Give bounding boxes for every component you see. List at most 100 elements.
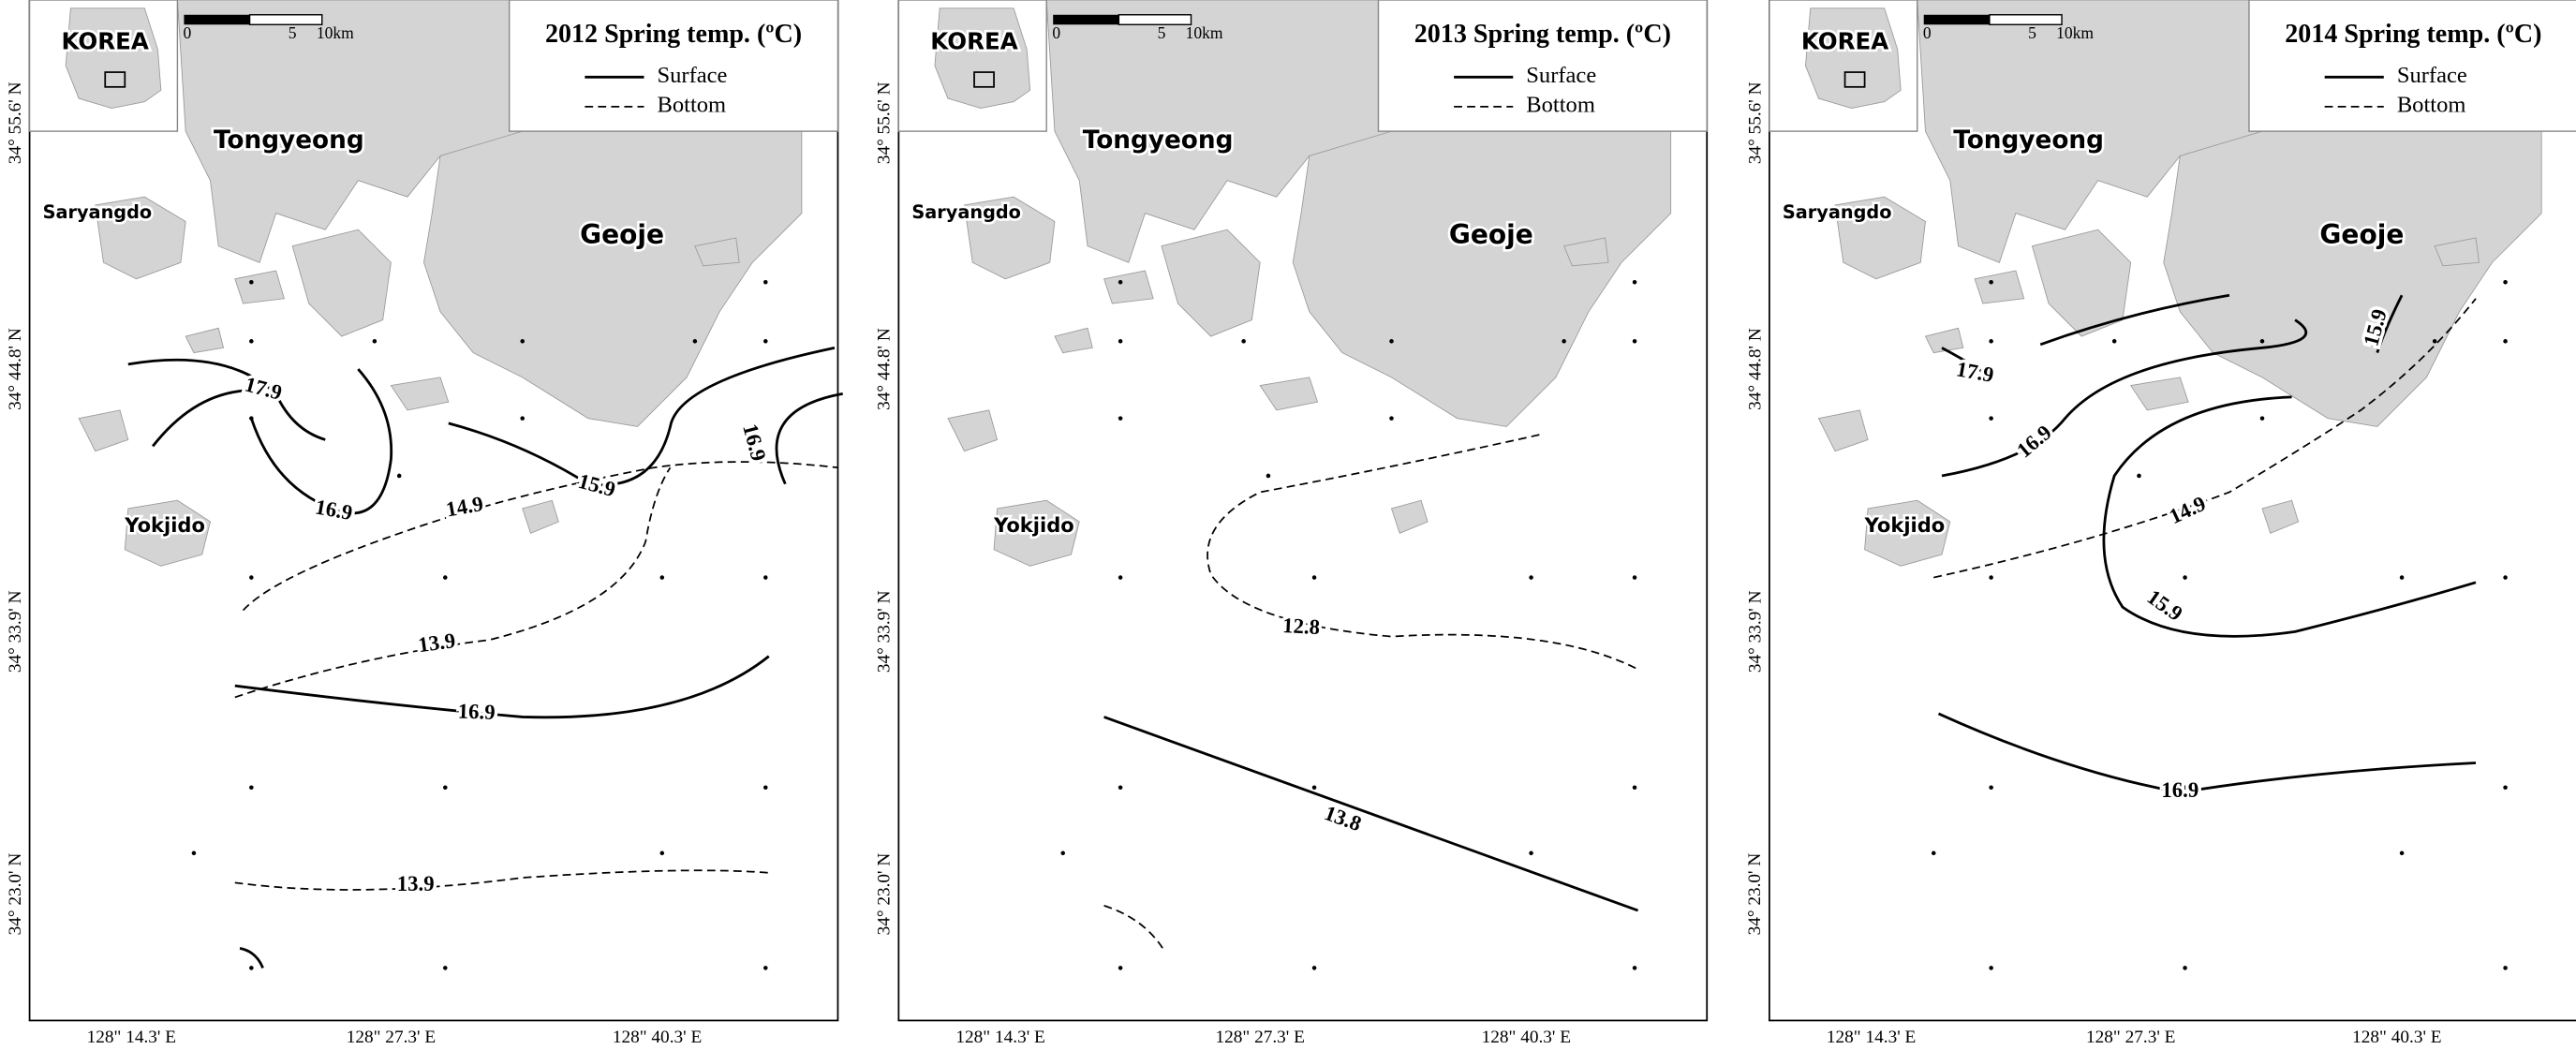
station [1989,966,1993,970]
inset-label: KOREA [1801,28,1888,55]
land [2129,377,2189,411]
station [1311,966,1317,970]
station [2399,575,2405,580]
station [249,966,254,970]
land [1103,270,1154,304]
land [694,237,740,267]
surface-isotherm [448,346,836,487]
station [2183,785,2187,791]
map-panel: 17.916.915.915.914.916.9TongyeongSaryang… [1745,0,2576,1047]
scale-label: 5 [1158,23,1166,42]
station [249,339,254,344]
bottom-isotherm [234,869,769,891]
station [2183,966,2187,970]
land [1054,327,1093,354]
station [1311,575,1317,580]
land [2261,499,2300,534]
place-name: Saryangdo [1783,201,1892,223]
station [763,339,768,344]
station [1118,416,1123,421]
surface-isotherm [1941,347,1988,376]
station [2503,575,2508,580]
isotherm-label: 12.8 [1282,614,1321,639]
x-axis-label: 128" 40.3' E [1482,1028,1571,1047]
legend-label: Surface [1526,63,1596,88]
station [1241,339,1246,344]
legend-label: Bottom [1526,92,1595,117]
title: 2014 Spring temp. (ºC) [2285,20,2541,49]
isotherm-label: 14.9 [444,492,485,522]
title: 2012 Spring temp. (ºC) [545,20,802,49]
x-axis-label: 128" 14.3' E [955,1028,1044,1047]
y-axis-label: 34° 44.8' N [6,328,25,410]
scale-label: 10km [2056,23,2094,42]
station [1266,473,1271,479]
surface-isotherm [2102,395,2477,638]
station [763,575,768,580]
land [95,196,186,280]
station [1931,850,1936,856]
surface-isotherm [2376,294,2404,354]
station [2503,279,2508,285]
station [2137,473,2141,479]
title-box [508,0,839,132]
korea-shape [934,7,1031,110]
station [763,966,768,970]
inset-box [104,71,126,88]
map-panel: 17.916.915.916.914.913.916.913.9Tongyeon… [6,0,843,1047]
station [2503,785,2508,791]
station [372,339,378,344]
surface-isotherm [234,655,770,719]
station [1632,785,1637,791]
place-name: Tongyeong [214,126,364,155]
x-axis-label: 128" 27.3' E [2086,1028,2175,1047]
scale-label: 0 [1052,23,1060,42]
station [396,473,402,479]
x-axis-label: 128" 27.3' E [347,1028,436,1047]
y-axis-label: 34° 55.6' N [875,81,895,164]
scale-label: 0 [1923,23,1932,42]
scale-label: 5 [289,23,297,42]
place-name: Saryangdo [911,201,1021,223]
station [2399,850,2405,856]
station [2503,339,2508,344]
station [2432,339,2437,344]
korea-shape [1805,7,1902,110]
station [520,416,525,421]
legend-label: Bottom [658,92,727,117]
station [1118,785,1123,791]
y-axis-label: 34° 23.0' N [875,853,895,936]
station [1989,279,1993,285]
bottom-isotherm [1207,434,1638,671]
surface-isotherm [1103,716,1639,912]
station [443,966,448,970]
y-axis-label: 34° 55.6' N [1745,81,1765,164]
station [1529,850,1533,856]
surface-isotherm [250,368,393,515]
station [1632,279,1637,285]
station [1632,966,1637,970]
isotherm-label: 13.9 [397,872,435,895]
land [1817,409,1869,452]
legend-label: Surface [2397,63,2467,88]
station [191,850,197,856]
surface-isotherm [1941,318,2308,478]
bottom-isotherm [1103,905,1166,953]
station [2183,575,2187,580]
x-axis-label: 128" 14.3' E [87,1028,176,1047]
legend-label: Surface [658,63,728,88]
title-box [2248,0,2576,132]
x-axis-label: 128" 40.3' E [2352,1028,2441,1047]
station [443,575,448,580]
land [947,409,999,452]
station [692,339,698,344]
station [1118,966,1123,970]
station [763,785,768,791]
scale-white [1989,14,2063,25]
bottom-isotherm [234,466,672,699]
place-name: Geoje [2319,219,2404,250]
land [1390,499,1429,534]
inset-box [973,71,995,88]
station [1562,339,1566,344]
station [2259,339,2265,344]
